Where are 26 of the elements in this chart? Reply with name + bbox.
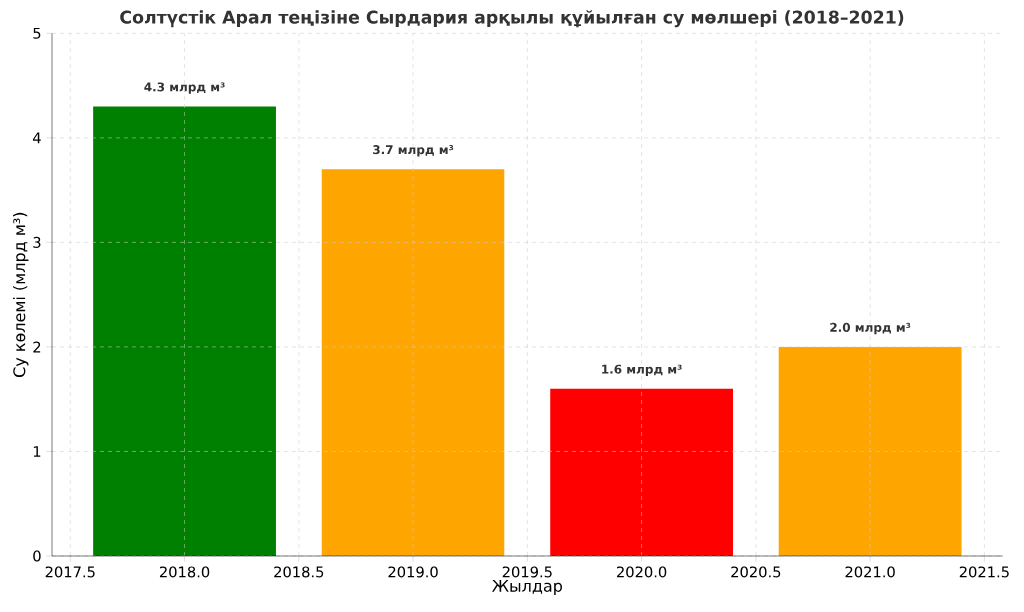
x-tick-label: 2017.5 xyxy=(45,566,95,578)
y-axis-title: Су көлемі (млрд м³) xyxy=(12,212,29,377)
x-tick-label: 2019.5 xyxy=(502,566,552,578)
x-tick-label: 2018.5 xyxy=(274,566,324,578)
x-axis-title: Жылдар xyxy=(492,579,563,595)
x-tick-label: 2020.0 xyxy=(617,566,667,578)
x-tick-label: 2020.5 xyxy=(731,566,781,578)
data-label: 1.6 млрд м³ xyxy=(602,364,682,377)
bar xyxy=(321,169,505,556)
y-tick-label: 4 xyxy=(32,132,41,144)
y-tick-label: 0 xyxy=(33,550,41,562)
x-tick-label: 2019.0 xyxy=(388,566,438,578)
y-tick-label: 1 xyxy=(33,446,41,457)
data-label: 2.0 млрд м³ xyxy=(830,322,911,335)
y-tick-label: 5 xyxy=(33,27,41,39)
bar xyxy=(550,388,734,556)
bar xyxy=(93,106,276,556)
y-tick-label: 2 xyxy=(33,341,41,353)
y-tick-label: 3 xyxy=(33,236,41,248)
data-label: 3.7 млрд м³ xyxy=(373,145,454,157)
bar xyxy=(778,346,962,556)
x-tick-label: 2021.5 xyxy=(959,566,1009,578)
x-tick-label: 2018.0 xyxy=(159,566,210,578)
chart-title: Солтүстік Арал теңізіне Сырдария арқылы құйылған су мөлшері (2018–2021) xyxy=(120,10,904,28)
data-label: 4.3 млрд м³ xyxy=(144,82,225,94)
x-tick-label: 2021.0 xyxy=(845,566,895,578)
